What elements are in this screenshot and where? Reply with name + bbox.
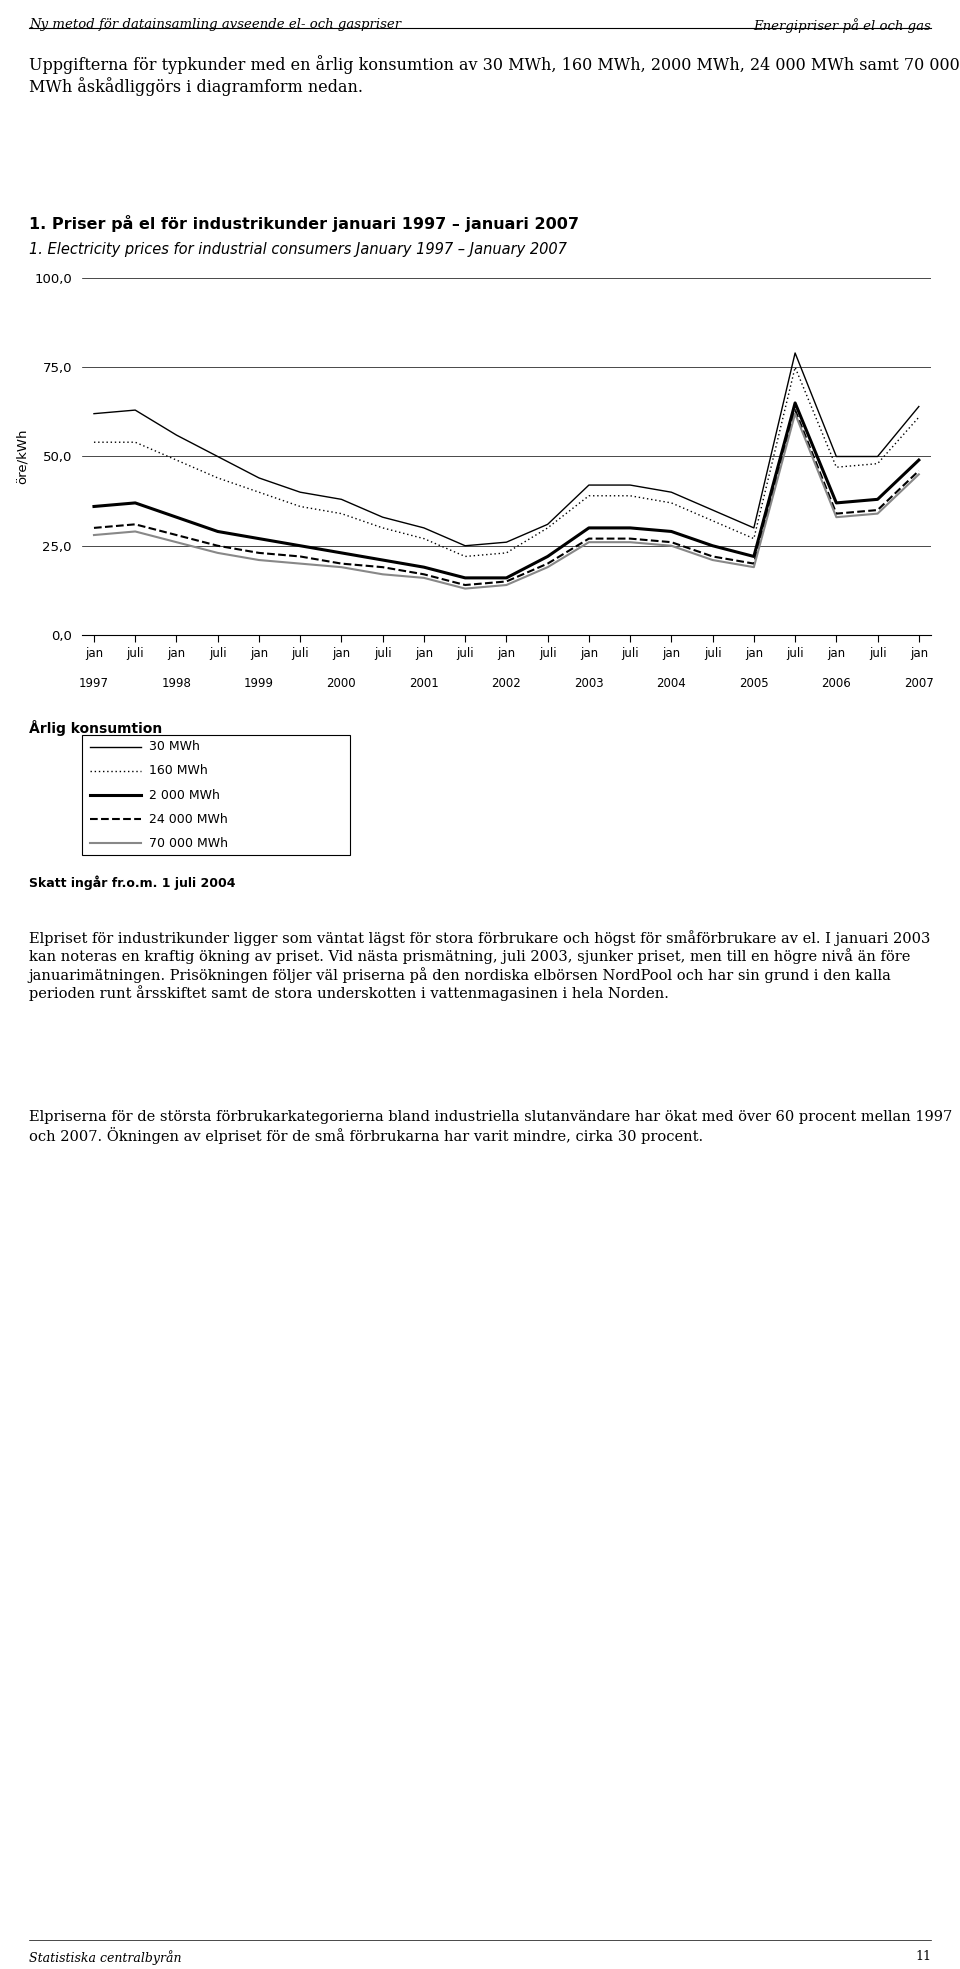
Text: Elpriserna för de största förbrukarkategorierna bland industriella slutanvändare: Elpriserna för de största förbrukarkateg… xyxy=(29,1111,952,1144)
Text: 2004: 2004 xyxy=(657,677,686,689)
Text: 70 000 MWh: 70 000 MWh xyxy=(149,837,228,849)
Text: 2007: 2007 xyxy=(904,677,934,689)
Text: 1999: 1999 xyxy=(244,677,274,689)
Text: Ny metod för datainsamling avseende el- och gaspriser: Ny metod för datainsamling avseende el- … xyxy=(29,18,401,32)
Text: 1. Priser på el för industrikunder januari 1997 – januari 2007: 1. Priser på el för industrikunder janua… xyxy=(29,215,579,232)
Y-axis label: öre/kWh: öre/kWh xyxy=(15,429,29,484)
Text: 2000: 2000 xyxy=(326,677,356,689)
Text: 2001: 2001 xyxy=(409,677,439,689)
Text: Energipriser på el och gas: Energipriser på el och gas xyxy=(754,18,931,33)
Text: 160 MWh: 160 MWh xyxy=(149,764,207,778)
Text: 11: 11 xyxy=(915,1949,931,1963)
Text: 30 MWh: 30 MWh xyxy=(149,740,200,754)
Text: Årlig konsumtion: Årlig konsumtion xyxy=(29,721,162,736)
Text: Skatt ingår fr.o.m. 1 juli 2004: Skatt ingår fr.o.m. 1 juli 2004 xyxy=(29,874,235,890)
Text: 1998: 1998 xyxy=(161,677,191,689)
Text: 1. Electricity prices for industrial consumers January 1997 – January 2007: 1. Electricity prices for industrial con… xyxy=(29,242,566,258)
Text: Elpriset för industrikunder ligger som väntat lägst för stora förbrukare och hög: Elpriset för industrikunder ligger som v… xyxy=(29,929,930,1000)
Text: 1997: 1997 xyxy=(79,677,109,689)
Text: 2 000 MWh: 2 000 MWh xyxy=(149,788,220,801)
Text: 2002: 2002 xyxy=(492,677,521,689)
Text: Uppgifterna för typkunder med en årlig konsumtion av 30 MWh, 160 MWh, 2000 MWh, : Uppgifterna för typkunder med en årlig k… xyxy=(29,55,960,96)
Text: 2003: 2003 xyxy=(574,677,604,689)
Text: Statistiska centralbyrån: Statistiska centralbyrån xyxy=(29,1949,181,1965)
Text: 2006: 2006 xyxy=(822,677,852,689)
Text: 24 000 MWh: 24 000 MWh xyxy=(149,813,228,825)
Text: 2005: 2005 xyxy=(739,677,769,689)
